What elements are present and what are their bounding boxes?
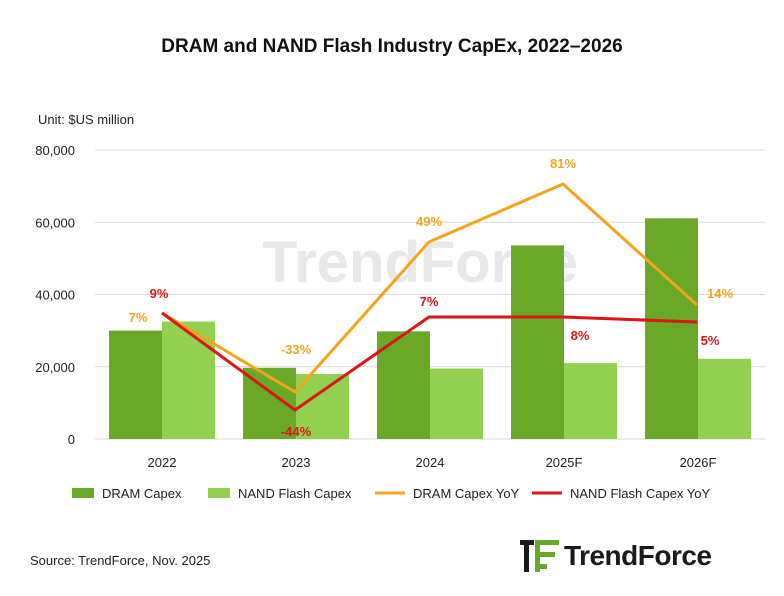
trendforce-logo-icon [520, 540, 559, 572]
y-tick-label: 20,000 [35, 360, 75, 375]
legend-label: DRAM Capex [102, 486, 182, 501]
nand-capex-bar [296, 373, 349, 439]
chart-title: DRAM and NAND Flash Industry CapEx, 2022… [161, 36, 623, 57]
y-tick-label: 40,000 [35, 288, 75, 303]
y-tick-label: 0 [68, 432, 75, 447]
legend-swatch [208, 488, 230, 498]
legend-dram-capex: DRAM Capex [72, 486, 182, 501]
legend-swatch [72, 488, 94, 498]
dram-yoy-label: 49% [416, 214, 442, 229]
source-note: Source: TrendForce, Nov. 2025 [30, 553, 211, 568]
unit-label: Unit: $US million [38, 112, 135, 127]
x-tick-label: 2025F [546, 455, 583, 470]
legend-label: DRAM Capex YoY [413, 486, 520, 501]
nand-yoy-label: 5% [701, 333, 720, 348]
dram-yoy-label: 14% [707, 286, 733, 301]
labels-layer: 7% -33% 49% 81% 14% 9% -44% 7% 8% 5% [129, 156, 734, 439]
dram-capex-bar [645, 218, 698, 439]
x-tick-label: 2023 [282, 455, 311, 470]
x-tick-label: 2026F [680, 455, 717, 470]
legend: DRAM Capex NAND Flash Capex DRAM Capex YoY… [72, 486, 711, 501]
nand-capex-bar [698, 358, 751, 439]
lines-layer [161, 182, 699, 412]
legend-nand-capex: NAND Flash Capex [208, 486, 352, 501]
dram-capex-bar [511, 245, 564, 439]
dram-yoy-line [161, 182, 699, 394]
nand-yoy-label: -44% [281, 424, 312, 439]
y-tick-label: 60,000 [35, 215, 75, 230]
y-tick-label: 80,000 [35, 143, 75, 158]
dram-yoy-label: -33% [281, 342, 312, 357]
nand-yoy-label: 7% [420, 294, 439, 309]
brand-name: TrendForce [564, 540, 712, 571]
nand-yoy-label: 8% [571, 328, 590, 343]
dram-yoy-label: 7% [129, 310, 148, 325]
nand-capex-bar [162, 321, 215, 439]
nand-capex-bar [564, 363, 617, 439]
nand-yoy-label: 9% [150, 286, 169, 301]
chart-canvas: TrendForce 020,00040,00060,00080,0002022… [35, 143, 765, 501]
dram-capex-bar [109, 330, 162, 439]
brand-logo: TrendForce [518, 536, 768, 576]
legend-label: NAND Flash Capex YoY [570, 486, 711, 501]
dram-yoy-label: 81% [550, 156, 576, 171]
nand-yoy-line [161, 311, 698, 412]
x-tick-label: 2024 [416, 455, 445, 470]
legend-nand-yoy: NAND Flash Capex YoY [532, 486, 711, 501]
x-tick-label: 2022 [148, 455, 177, 470]
nand-capex-bar [430, 368, 483, 439]
dram-capex-bar [377, 331, 430, 439]
legend-dram-yoy: DRAM Capex YoY [375, 486, 520, 501]
legend-label: NAND Flash Capex [238, 486, 352, 501]
bars-layer [109, 218, 751, 439]
